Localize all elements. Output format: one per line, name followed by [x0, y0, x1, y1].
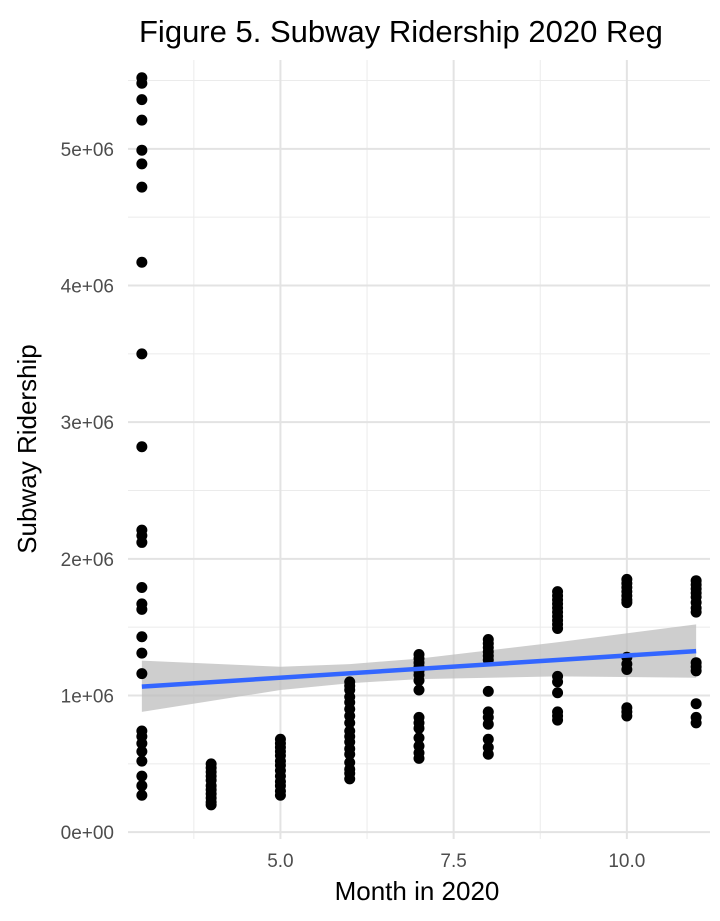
data-point [136, 582, 148, 594]
minor-gridlines [128, 60, 710, 839]
y-tick-label: 5e+06 [61, 140, 114, 161]
data-point [136, 158, 148, 170]
data-point [136, 746, 148, 758]
data-point [482, 748, 494, 760]
data-point [690, 698, 702, 710]
data-point [621, 710, 633, 722]
chart-title: Figure 5. Subway Ridership 2020 Reg [139, 14, 663, 49]
data-point [621, 597, 633, 609]
data-point [136, 114, 148, 126]
data-point [136, 737, 148, 749]
x-tick-label: 7.5 [440, 851, 466, 872]
y-tick-label: 4e+06 [61, 277, 114, 298]
data-point [344, 717, 356, 729]
data-point [621, 664, 633, 676]
data-point [413, 732, 425, 744]
data-point [413, 684, 425, 696]
data-point [413, 722, 425, 734]
data-point [482, 718, 494, 730]
data-point [136, 94, 148, 106]
data-point [482, 685, 494, 697]
data-point [136, 770, 148, 782]
data-point [136, 348, 148, 360]
data-point [136, 77, 148, 89]
data-point [344, 748, 356, 760]
data-point [136, 631, 148, 643]
regression-line [141, 648, 697, 689]
y-tick-label: 0e+00 [61, 823, 114, 844]
data-point [344, 773, 356, 785]
y-axis-title: Subway Ridership [12, 344, 42, 554]
data-point [136, 441, 148, 453]
data-point [136, 536, 148, 548]
data-point [136, 144, 148, 156]
data-point [552, 714, 564, 726]
data-point [136, 789, 148, 801]
y-tick-label: 1e+06 [61, 687, 114, 708]
data-point [136, 780, 148, 792]
data-point [136, 668, 148, 680]
fit-line [141, 648, 697, 689]
data-point [136, 603, 148, 615]
data-point [690, 606, 702, 618]
data-point [413, 674, 425, 686]
data-point [274, 789, 286, 801]
data-point [205, 799, 217, 811]
x-axis-title: Month in 2020 [335, 876, 500, 906]
x-axis-ticks: 5.0 7.5 10.0 [267, 851, 645, 872]
data-point [413, 752, 425, 764]
x-tick-label: 10.0 [608, 851, 645, 872]
data-point [482, 733, 494, 745]
y-tick-label: 3e+06 [61, 413, 114, 434]
data-points [136, 72, 702, 811]
x-tick-label: 5.0 [267, 851, 293, 872]
y-tick-label: 2e+06 [61, 550, 114, 571]
data-point [690, 717, 702, 729]
data-point [552, 687, 564, 699]
data-point [136, 647, 148, 659]
data-point [552, 623, 564, 635]
data-point [552, 676, 564, 688]
data-point [136, 256, 148, 268]
data-point [136, 755, 148, 767]
y-axis-ticks: 0e+00 1e+06 2e+06 3e+06 4e+06 5e+06 [61, 140, 114, 844]
data-point [136, 181, 148, 193]
data-point [690, 665, 702, 677]
